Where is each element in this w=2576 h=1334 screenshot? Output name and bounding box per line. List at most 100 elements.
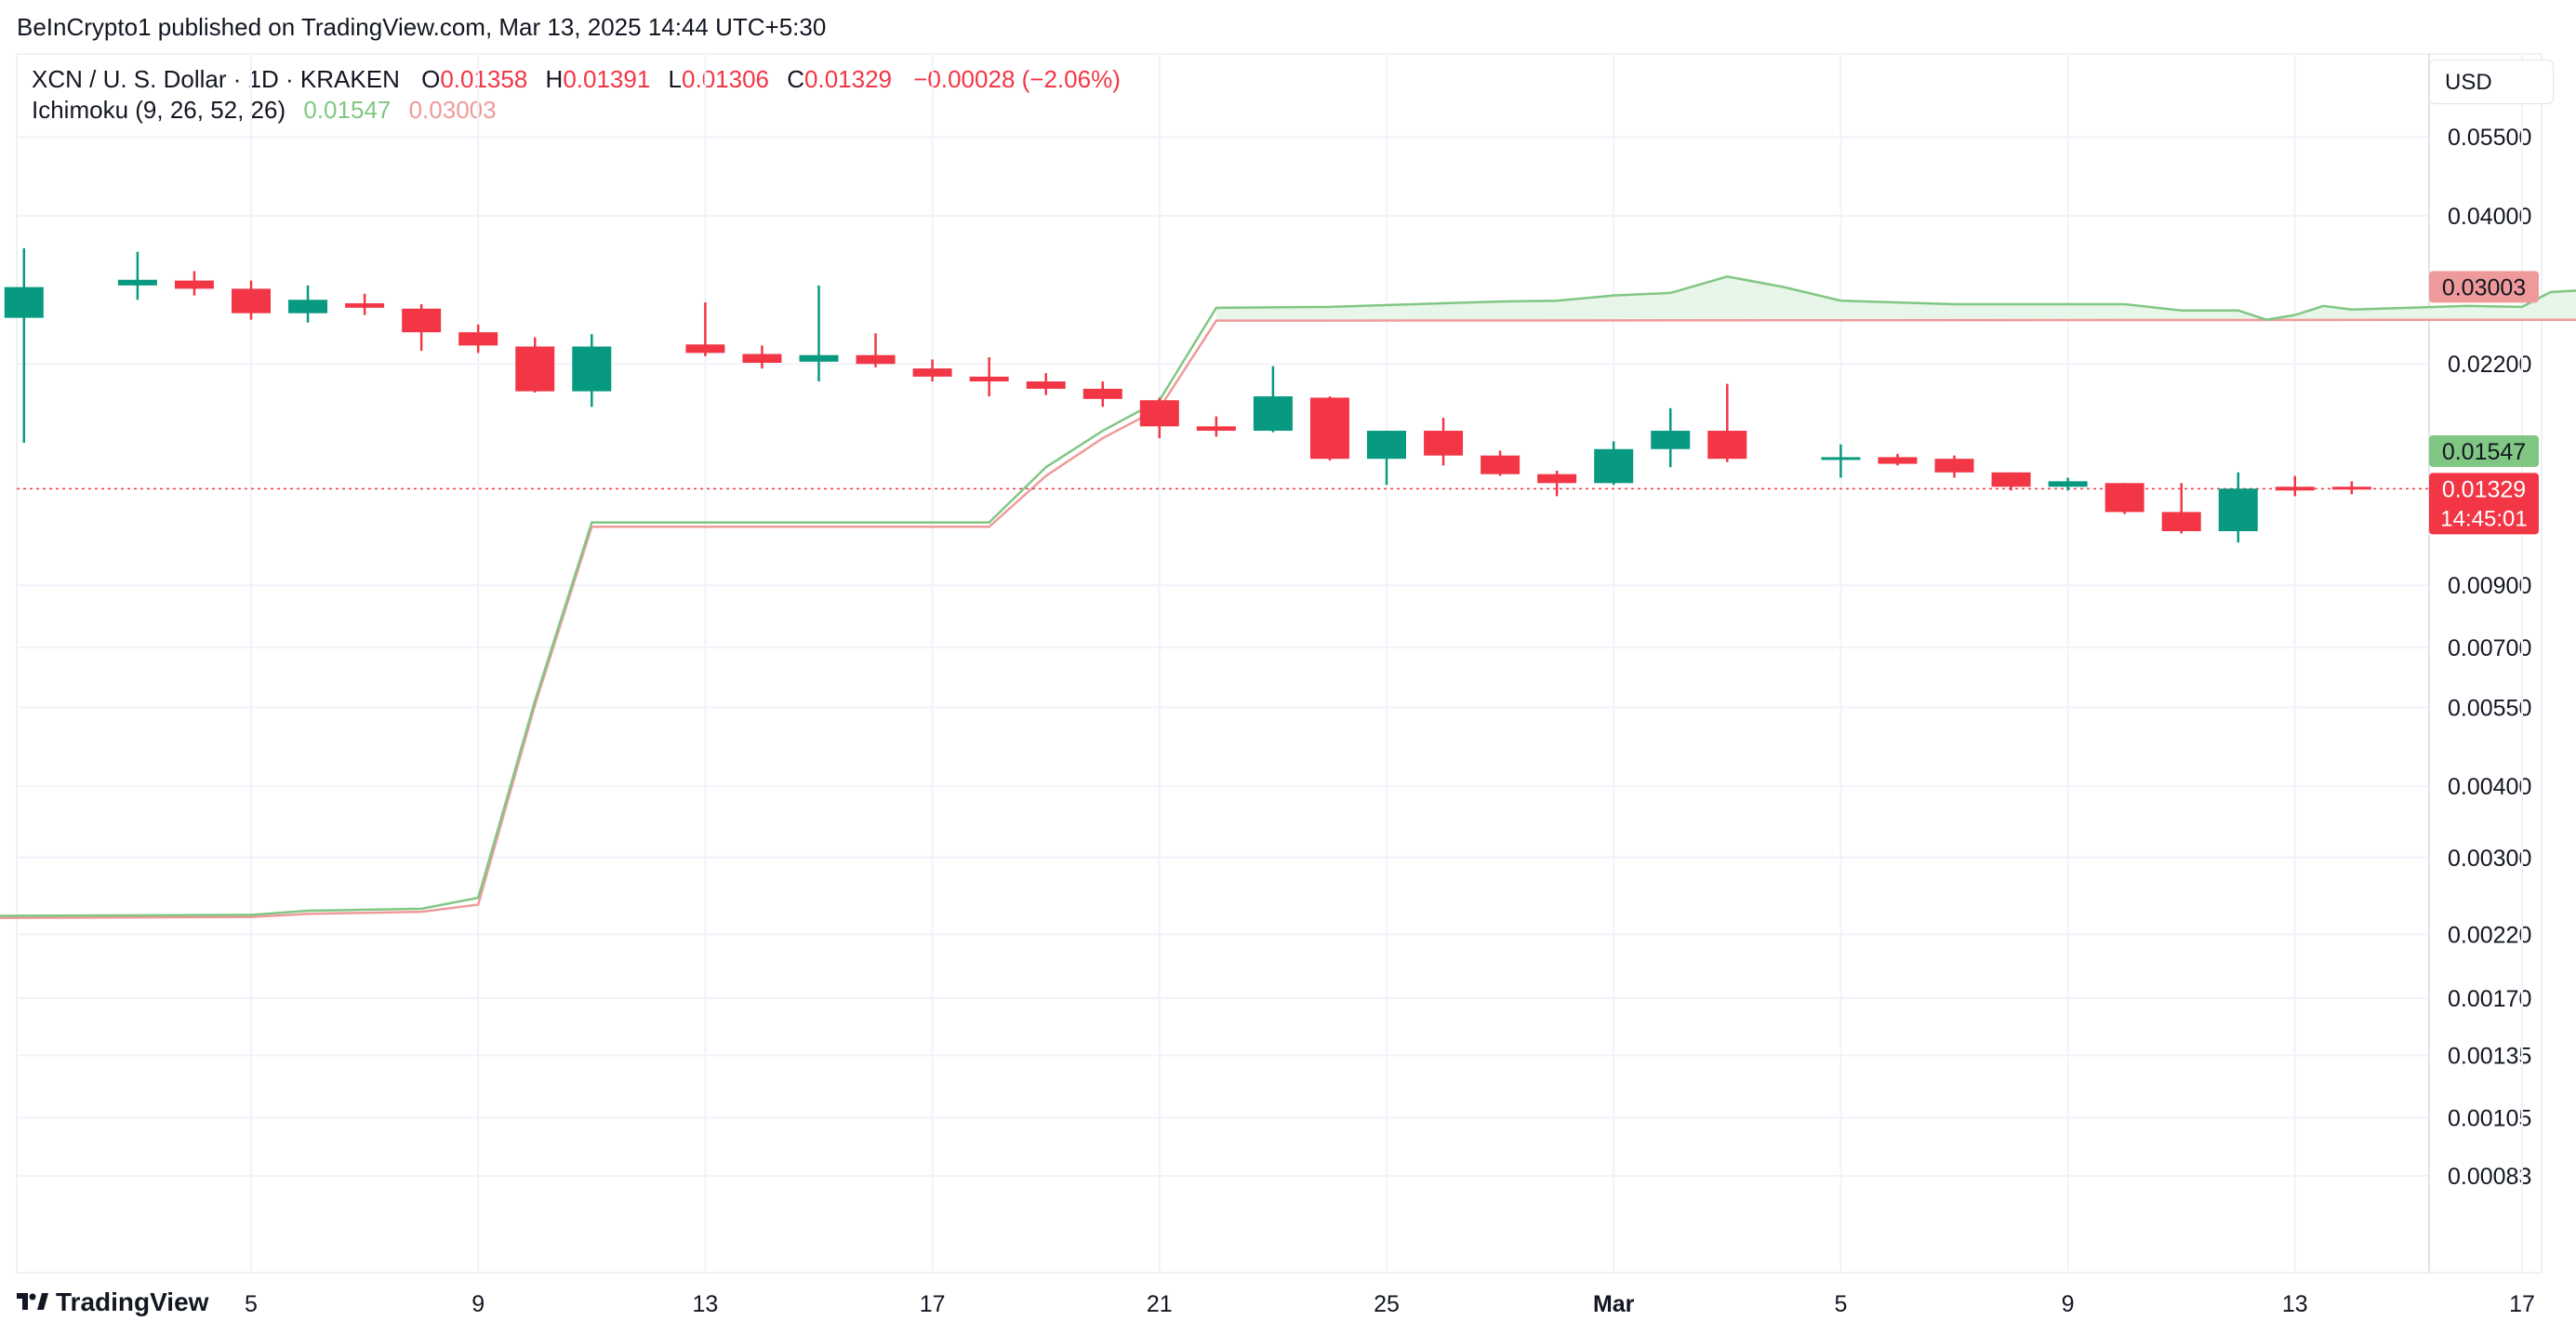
candle-body bbox=[1934, 459, 1974, 473]
candle-body bbox=[1594, 448, 1634, 484]
candle-body bbox=[1878, 457, 1918, 464]
candle bbox=[174, 271, 214, 296]
candle bbox=[1537, 470, 1577, 497]
high-label: H bbox=[545, 65, 564, 93]
candle-body bbox=[799, 354, 839, 362]
brand-name: TradingView bbox=[56, 1287, 209, 1316]
candle-body bbox=[1481, 455, 1520, 474]
span-a-price-label: 0.01547 bbox=[2442, 439, 2526, 465]
candle bbox=[572, 334, 612, 407]
open-label: O bbox=[421, 65, 441, 93]
candle bbox=[1651, 407, 1691, 468]
candle-body bbox=[345, 303, 385, 308]
close-label: C bbox=[787, 65, 805, 93]
candle-body bbox=[1707, 431, 1747, 460]
candle bbox=[685, 302, 725, 356]
candle bbox=[1196, 416, 1236, 437]
candle-body bbox=[572, 346, 612, 392]
candle-body bbox=[288, 300, 328, 313]
ichimoku-span-a-value: 0.01547 bbox=[303, 96, 392, 124]
candle bbox=[1309, 396, 1349, 460]
time-tick-label: Mar bbox=[1593, 1291, 1635, 1317]
time-tick-label: 9 bbox=[471, 1291, 485, 1317]
candle-body bbox=[1424, 431, 1464, 456]
tradingview-brand[interactable]: TradingView bbox=[17, 1287, 208, 1317]
candle bbox=[1481, 450, 1520, 476]
price-tick-label: 0.00900 bbox=[2448, 573, 2531, 599]
indicator-title[interactable]: Ichimoku (9, 26, 52, 26) bbox=[32, 96, 286, 124]
candle bbox=[2218, 472, 2258, 543]
span-a-price-label-bg bbox=[2429, 434, 2539, 467]
price-tick-label: 0.05500 bbox=[2448, 125, 2531, 151]
candle bbox=[1026, 373, 1066, 395]
price-tick-label: 0.00400 bbox=[2448, 774, 2531, 800]
candle-body bbox=[458, 332, 498, 346]
candle-body bbox=[1651, 431, 1691, 449]
time-tick-label: 25 bbox=[1374, 1291, 1400, 1317]
ichimoku-span-a-line bbox=[0, 275, 2576, 917]
candle-body bbox=[912, 368, 952, 377]
candle-body bbox=[1821, 457, 1861, 460]
price-tick-label: 0.00135 bbox=[2448, 1043, 2531, 1069]
candle-body bbox=[1139, 400, 1179, 427]
publisher-note: BeInCrypto1 published on TradingView.com… bbox=[17, 13, 827, 41]
open-value: 0.01358 bbox=[440, 65, 528, 93]
price-tick-label: 0.00105 bbox=[2448, 1105, 2531, 1131]
time-tick-label: 13 bbox=[2282, 1291, 2308, 1317]
candle-body bbox=[1537, 474, 1577, 484]
time-tick-label: 21 bbox=[1147, 1291, 1173, 1317]
candle bbox=[1991, 472, 2031, 491]
indicator-legend: Ichimoku (9, 26, 52, 26) 0.01547 0.03003 bbox=[32, 96, 500, 125]
candle bbox=[2105, 483, 2144, 514]
candle-body bbox=[2275, 487, 2315, 491]
plot-frame bbox=[16, 53, 2543, 1274]
time-tick-label: 5 bbox=[1834, 1291, 1847, 1317]
candle bbox=[2048, 477, 2088, 491]
candle bbox=[1253, 366, 1293, 433]
candle bbox=[515, 337, 555, 393]
last-price-label-countdown: 14:45:01 bbox=[2440, 506, 2527, 531]
price-tick-label: 0.00220 bbox=[2448, 922, 2531, 948]
candle bbox=[856, 333, 896, 367]
candle-body bbox=[4, 287, 44, 318]
high-value: 0.01391 bbox=[563, 65, 651, 93]
candle-body bbox=[174, 280, 214, 289]
price-tick-label: 0.00550 bbox=[2448, 695, 2531, 721]
time-tick-label: 9 bbox=[2062, 1291, 2075, 1317]
price-tick-label: 0.04000 bbox=[2448, 204, 2531, 230]
candle-body bbox=[1991, 472, 2031, 487]
candle bbox=[117, 251, 157, 300]
price-tick-label: 0.00083 bbox=[2448, 1164, 2531, 1190]
candle bbox=[1821, 444, 1861, 478]
candle bbox=[912, 359, 952, 382]
close-value: 0.01329 bbox=[804, 65, 892, 93]
candle-body bbox=[1082, 388, 1122, 399]
price-tick-label: 0.00300 bbox=[2448, 846, 2531, 872]
symbol-legend: XCN / U. S. Dollar · 1D · KRAKEN O0.0135… bbox=[32, 65, 1124, 94]
span-b-price-label: 0.03003 bbox=[2442, 274, 2526, 300]
candle bbox=[345, 293, 385, 315]
last-price-label-bg bbox=[2429, 473, 2539, 535]
price-tick-label: 0.00700 bbox=[2448, 635, 2531, 661]
candle-body bbox=[515, 346, 555, 392]
candle bbox=[1878, 453, 1918, 466]
time-tick-label: 17 bbox=[920, 1291, 946, 1317]
candle-body bbox=[232, 288, 271, 313]
candle bbox=[458, 324, 498, 354]
candle-body bbox=[117, 279, 157, 286]
candle bbox=[2275, 475, 2315, 497]
candle-body bbox=[402, 308, 442, 333]
candle bbox=[1082, 381, 1122, 407]
low-label: L bbox=[668, 65, 683, 93]
candle-body bbox=[1309, 397, 1349, 460]
time-tick-label: 17 bbox=[2509, 1291, 2535, 1317]
time-tick-label: 5 bbox=[245, 1291, 258, 1317]
candle bbox=[1594, 441, 1634, 486]
ichimoku-span-b-value: 0.03003 bbox=[408, 96, 497, 124]
currency-selector[interactable]: USD bbox=[2429, 60, 2554, 104]
symbol-title[interactable]: XCN / U. S. Dollar · 1D · KRAKEN bbox=[32, 65, 400, 93]
candle-body bbox=[685, 344, 725, 354]
candle-body bbox=[2218, 488, 2258, 532]
candle-body bbox=[2161, 512, 2201, 532]
